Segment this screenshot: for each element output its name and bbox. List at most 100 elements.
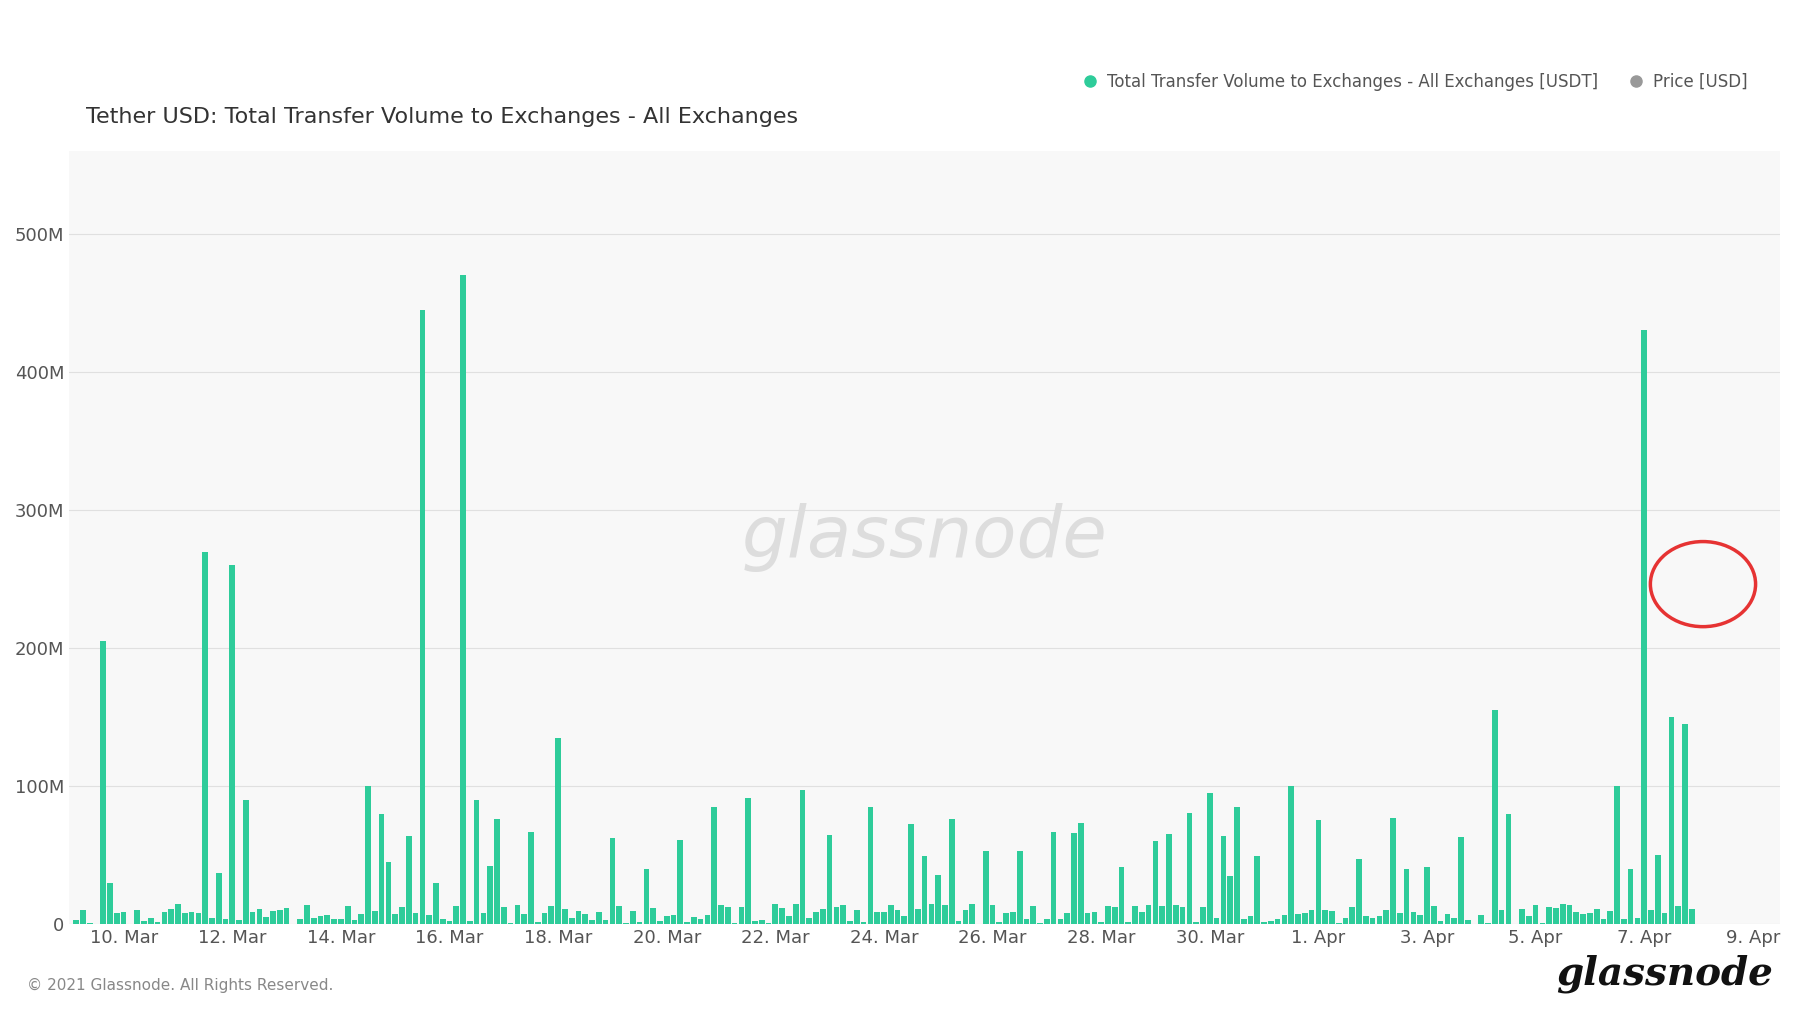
Text: © 2021 Glassnode. All Rights Reserved.: © 2021 Glassnode. All Rights Reserved. — [27, 978, 333, 993]
Bar — [562, 910, 567, 925]
Bar — [108, 883, 113, 925]
Bar — [1186, 813, 1192, 925]
Bar — [616, 906, 623, 925]
Bar — [738, 908, 743, 925]
Bar — [175, 905, 180, 925]
Bar — [81, 911, 86, 925]
Bar — [704, 915, 711, 925]
Bar — [189, 912, 194, 925]
Bar — [1274, 919, 1280, 925]
Bar — [1485, 923, 1490, 925]
Bar — [576, 911, 581, 925]
Bar — [630, 911, 635, 925]
Bar — [1105, 906, 1111, 925]
Bar — [324, 915, 329, 925]
Bar — [243, 800, 248, 925]
Bar — [439, 919, 446, 925]
Bar — [711, 806, 716, 925]
Bar — [500, 908, 506, 925]
Bar — [373, 912, 378, 925]
Bar — [826, 835, 832, 925]
Bar — [1316, 820, 1321, 925]
Bar — [1166, 835, 1172, 925]
Bar — [351, 920, 356, 925]
Bar — [1478, 915, 1485, 925]
Bar — [331, 920, 337, 925]
Bar — [1451, 918, 1456, 925]
Bar — [779, 909, 785, 925]
Bar — [1132, 907, 1138, 925]
Bar — [549, 907, 554, 925]
Bar — [454, 907, 459, 925]
Bar — [250, 912, 256, 925]
Bar — [1328, 911, 1336, 925]
Bar — [1152, 842, 1157, 925]
Bar — [1147, 906, 1152, 925]
Bar — [596, 913, 601, 925]
Bar — [1112, 907, 1118, 925]
Bar — [284, 909, 290, 925]
Bar — [963, 910, 968, 925]
Bar — [1600, 919, 1606, 925]
Text: glassnode: glassnode — [1557, 954, 1773, 993]
Bar — [508, 923, 513, 925]
Bar — [922, 856, 927, 925]
Bar — [358, 914, 364, 925]
Bar — [1240, 919, 1247, 925]
Bar — [1465, 920, 1471, 925]
Bar — [909, 824, 914, 925]
Bar — [853, 911, 860, 925]
Bar — [929, 904, 934, 925]
Bar — [216, 873, 221, 925]
Bar — [1051, 832, 1057, 925]
Bar — [583, 914, 589, 925]
Bar — [657, 921, 662, 925]
Bar — [202, 551, 209, 925]
Bar — [1343, 918, 1348, 925]
Bar — [385, 862, 391, 925]
Bar — [698, 920, 704, 925]
Bar — [603, 920, 608, 925]
Bar — [1588, 913, 1593, 925]
Bar — [787, 916, 792, 925]
Bar — [1017, 851, 1022, 925]
Bar — [1499, 910, 1505, 925]
Bar — [515, 905, 520, 925]
Bar — [1058, 919, 1064, 925]
Bar — [691, 918, 697, 925]
Bar — [1458, 837, 1463, 925]
Bar — [542, 913, 547, 925]
Bar — [1607, 912, 1613, 925]
Bar — [1424, 867, 1429, 925]
Bar — [378, 814, 385, 925]
Bar — [554, 738, 562, 925]
Bar — [74, 920, 79, 925]
Bar — [182, 913, 187, 925]
Bar — [1064, 913, 1069, 925]
Bar — [1289, 786, 1294, 925]
Bar — [1139, 912, 1145, 925]
Bar — [1649, 910, 1654, 925]
Bar — [1078, 823, 1084, 925]
Bar — [821, 909, 826, 925]
Bar — [236, 920, 241, 925]
Bar — [1627, 869, 1633, 925]
Bar — [1208, 793, 1213, 925]
Bar — [875, 912, 880, 925]
Bar — [223, 919, 229, 925]
Bar — [1159, 907, 1165, 925]
Bar — [1377, 916, 1382, 925]
Bar — [1404, 869, 1409, 925]
Bar — [392, 914, 398, 925]
Bar — [887, 906, 893, 925]
Bar — [488, 866, 493, 925]
Bar — [1085, 913, 1091, 925]
Bar — [1669, 717, 1674, 925]
Bar — [914, 909, 920, 925]
Bar — [446, 921, 452, 925]
Bar — [1174, 906, 1179, 925]
Bar — [1519, 909, 1525, 925]
Bar — [1282, 916, 1287, 925]
Bar — [1336, 923, 1341, 925]
Bar — [644, 869, 650, 925]
